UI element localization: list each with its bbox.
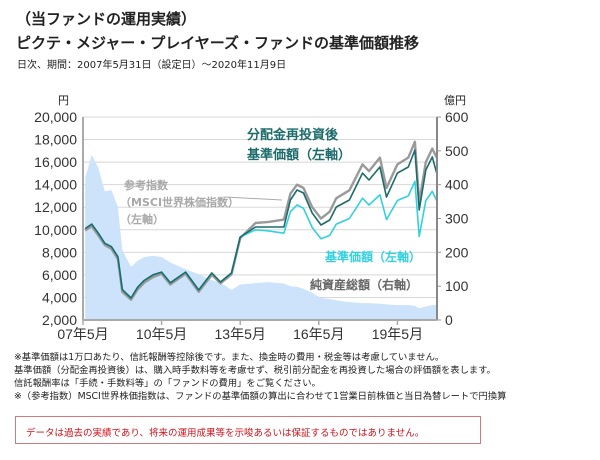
y-tick-left: 18,000 — [34, 132, 77, 148]
net-assets-label: 純資産総額（右軸） — [310, 278, 419, 292]
section-title: （当ファンドの運用実績） — [16, 10, 197, 28]
right-axis-unit: 億円 — [444, 94, 466, 107]
y-tick-left: 16,000 — [34, 154, 77, 170]
index-label-2: （MSCI世界株価指数） — [120, 196, 240, 209]
y-tick-left: 6,000 — [42, 267, 77, 283]
note-1: ※基準価額は1万口あたり、信託報酬等控除後です。また、換金時の費用・税金等は考慮… — [14, 352, 445, 363]
series-line — [84, 140, 438, 301]
y-tick-right: 100 — [445, 278, 469, 294]
y-tick-left: 20,000 — [34, 109, 77, 125]
x-tick-label: 10年5月 — [136, 326, 187, 342]
x-tick-label: 16年5月 — [293, 326, 344, 342]
index-label-3: （左軸） — [120, 213, 164, 226]
y-tick-left: 2,000 — [42, 312, 77, 328]
x-tick-label: 07年5月 — [57, 326, 108, 342]
y-tick-right: 0 — [445, 312, 453, 328]
y-tick-left: 14,000 — [34, 177, 77, 193]
y-tick-right: 500 — [445, 143, 469, 159]
y-tick-left: 4,000 — [42, 289, 77, 305]
left-axis-unit: 円 — [58, 94, 69, 107]
fund-chart: 2,000 4,000 6,000 8,000 10,000 12,000 14,000 16… — [34, 109, 469, 342]
index-leader-line — [224, 196, 283, 201]
reinvested-label-1: 分配金再投資後 — [247, 128, 339, 143]
series-line — [84, 149, 438, 299]
y-tick-left: 8,000 — [42, 244, 77, 260]
period-text: 日次、期間：2007年5月31日（設定日）～2020年11月9日 — [17, 60, 287, 71]
index-label-1: 参考指数 — [124, 179, 168, 192]
y-tick-right: 400 — [445, 177, 469, 193]
net-assets-area — [85, 154, 437, 320]
chart-title: ピクテ・メジャー・プレイヤーズ・ファンドの基準価額推移 — [16, 34, 420, 52]
x-tick-label: 13年5月 — [215, 326, 266, 342]
note-4: ※（参考指数）MSCI世界株価指数は、ファンドの基準価額の算出に合わせて1営業日… — [14, 391, 507, 402]
y-tick-right: 200 — [445, 244, 469, 260]
y-tick-left: 12,000 — [34, 199, 77, 215]
y-tick-left: 10,000 — [34, 222, 77, 238]
nav-label: 基準価額（左軸） — [325, 250, 422, 264]
note-2: 基準価額（分配金再投資後）は、購入時手数料等を考慮せず、税引前分配金を再投資した… — [14, 365, 496, 376]
y-tick-right: 300 — [445, 211, 469, 227]
reinvested-label-2: 基準価額（左軸） — [247, 148, 352, 163]
disclaimer-box: データは過去の実績であり、将来の運用成果等を示唆あるいは保証するものではありませ… — [15, 416, 481, 444]
y-tick-right: 600 — [445, 109, 469, 125]
note-3: 信託報酬率は「手続・手数料等」の「ファンドの費用」をご覧ください。 — [14, 378, 321, 389]
x-tick-label: 19年5月 — [372, 326, 423, 342]
